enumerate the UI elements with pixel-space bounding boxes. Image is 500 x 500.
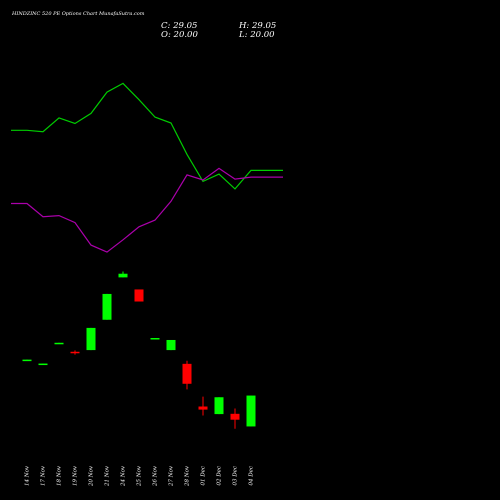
x-tick-label: 21 Nov xyxy=(105,465,111,487)
x-tick-label: 02 Dec xyxy=(217,466,223,486)
x-tick-label: 27 Nov xyxy=(169,465,175,487)
candle-body xyxy=(246,395,256,427)
candle-body xyxy=(134,289,144,302)
x-tick-label: 25 Nov xyxy=(137,465,143,487)
x-tick-label: 14 Nov xyxy=(25,465,31,486)
candle-body xyxy=(22,359,32,362)
candle xyxy=(198,396,208,416)
candle-body xyxy=(70,351,80,354)
candle-body xyxy=(182,363,192,384)
x-tick-label: 04 Dec xyxy=(249,466,255,486)
candle-body xyxy=(102,293,112,320)
candle xyxy=(70,350,80,355)
candles xyxy=(22,271,256,429)
candle xyxy=(134,289,144,302)
candle xyxy=(166,339,176,351)
x-tick-label: 24 Nov xyxy=(121,465,127,487)
x-axis-ticks: 14 Nov 17 Nov 18 Nov 19 Nov 20 Nov 21 Nov 24 N… xyxy=(25,465,255,487)
candle-body xyxy=(198,406,208,410)
candle-body xyxy=(214,397,224,415)
x-tick-label: 03 Dec xyxy=(233,466,239,486)
x-tick-label: 01 Dec xyxy=(201,466,207,486)
candle xyxy=(102,293,112,320)
candle xyxy=(246,395,256,427)
indicator-line-2 xyxy=(11,167,283,253)
candle-body xyxy=(118,273,128,278)
x-tick-label: 17 Nov xyxy=(41,465,47,486)
candle-body xyxy=(230,413,240,420)
x-tick-label: 18 Nov xyxy=(57,465,63,486)
indicator-lines xyxy=(11,82,283,253)
candle xyxy=(54,342,64,345)
high-label: H: 29.05 xyxy=(238,21,276,31)
candle xyxy=(150,338,160,340)
x-tick-label: 26 Nov xyxy=(153,465,159,487)
candle-body xyxy=(166,339,176,351)
candle xyxy=(86,327,96,351)
x-tick-label: 20 Nov xyxy=(89,465,95,487)
candle xyxy=(214,397,224,415)
candle-body xyxy=(150,338,160,340)
x-tick-label: 19 Nov xyxy=(73,465,79,486)
candle xyxy=(38,363,48,366)
indicator-line-1 xyxy=(11,82,283,190)
candle xyxy=(118,271,128,278)
candle-body xyxy=(38,363,48,366)
candle-body xyxy=(54,342,64,345)
candle xyxy=(230,408,240,429)
chart-title: HINDZINC 520 PE Options Chart MunafaSutr… xyxy=(11,11,145,17)
open-label: O: 20.00 xyxy=(161,30,198,40)
low-label: L: 20.00 xyxy=(238,30,275,40)
candle xyxy=(182,360,192,390)
candle-body xyxy=(86,327,96,351)
x-tick-label: 28 Nov xyxy=(185,465,191,487)
candle xyxy=(22,359,32,362)
close-label: C: 29.05 xyxy=(161,21,197,31)
